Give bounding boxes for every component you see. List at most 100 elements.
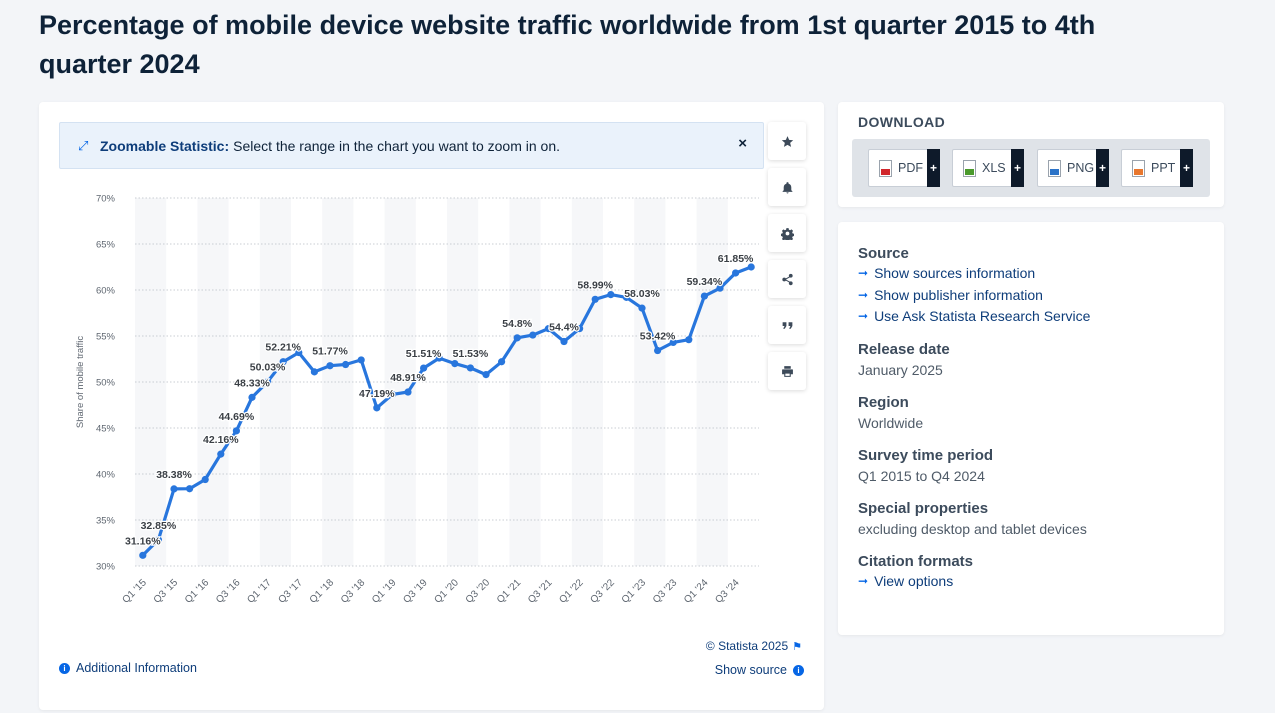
print-icon bbox=[781, 365, 793, 377]
additional-information-label: Additional Information bbox=[76, 661, 197, 675]
png-file-icon bbox=[1048, 159, 1061, 177]
data-label: 32.85% bbox=[141, 520, 177, 532]
research-service-link[interactable]: ➞ Use Ask Statista Research Service bbox=[858, 306, 1204, 328]
data-point bbox=[170, 485, 178, 493]
data-point bbox=[638, 304, 646, 312]
year-band bbox=[322, 198, 354, 566]
show-sources-link[interactable]: ➞ Show sources information bbox=[858, 263, 1204, 285]
cite-button[interactable] bbox=[768, 306, 806, 344]
plus-icon[interactable]: + bbox=[927, 149, 940, 187]
y-tick-label: 65% bbox=[96, 240, 116, 251]
data-point bbox=[529, 331, 537, 339]
data-point bbox=[357, 356, 365, 364]
x-tick-label: Q3 '17 bbox=[277, 577, 306, 606]
show-source-link[interactable]: Show source i bbox=[715, 663, 804, 677]
download-pdf-button[interactable]: PDF + bbox=[868, 149, 940, 187]
survey-period-value: Q1 2015 to Q4 2024 bbox=[858, 467, 985, 484]
source-heading: Source bbox=[858, 245, 909, 262]
chart-toolbar bbox=[768, 122, 806, 398]
citation-formats-heading: Citation formats bbox=[858, 552, 974, 570]
x-tick-label: Q1 '15 bbox=[121, 577, 150, 606]
ppt-file-icon bbox=[1132, 159, 1145, 177]
data-point bbox=[669, 338, 677, 347]
y-tick-label: 35% bbox=[96, 516, 116, 527]
x-tick-label: Q3 '22 bbox=[589, 577, 618, 606]
data-point bbox=[607, 291, 615, 299]
data-point bbox=[139, 551, 147, 559]
close-icon[interactable]: × bbox=[738, 135, 747, 152]
settings-button[interactable] bbox=[768, 214, 806, 252]
data-point bbox=[373, 404, 381, 412]
download-png-button[interactable]: PNG + bbox=[1037, 149, 1109, 187]
data-point bbox=[342, 360, 350, 369]
y-tick-label: 45% bbox=[96, 424, 116, 435]
zoom-banner: ⤢ Zoomable Statistic: Select the range i… bbox=[59, 122, 764, 169]
credit-text: © Statista 2025 bbox=[705, 639, 789, 653]
x-tick-label: Q1 '23 bbox=[620, 577, 649, 606]
x-tick-label: Q1 '19 bbox=[370, 577, 399, 606]
data-point bbox=[201, 475, 209, 484]
share-icon bbox=[781, 273, 793, 285]
print-button[interactable] bbox=[768, 352, 806, 390]
x-tick-label: Q1 '22 bbox=[557, 577, 586, 606]
data-point bbox=[482, 371, 490, 379]
xls-file-icon bbox=[963, 159, 976, 177]
flag-icon: ⚑ bbox=[792, 641, 802, 653]
data-point bbox=[622, 293, 631, 301]
share-button[interactable] bbox=[768, 260, 806, 298]
star-icon bbox=[781, 135, 793, 147]
line-chart[interactable]: 30% 35% 40% 45% 50% 55% 60% 65% 70% Share of mobi… bbox=[39, 102, 824, 622]
data-point bbox=[576, 325, 584, 333]
statistic-info-card: Source ➞ Show sources information ➞ Show p… bbox=[838, 222, 1224, 635]
data-label: 54.4% bbox=[549, 322, 579, 334]
data-point bbox=[435, 354, 443, 362]
plus-icon[interactable]: + bbox=[1180, 149, 1193, 187]
zoom-banner-text: Select the range in the chart you want t… bbox=[233, 137, 561, 154]
data-point bbox=[310, 368, 318, 376]
data-label: 54.8% bbox=[502, 318, 532, 330]
x-tick-label: Q3 '16 bbox=[214, 577, 243, 606]
data-point bbox=[279, 358, 287, 366]
data-label: 44.69% bbox=[219, 411, 255, 423]
plus-icon[interactable]: + bbox=[1096, 149, 1109, 187]
x-tick-label: Q3 '19 bbox=[401, 577, 430, 606]
data-label: 42.16% bbox=[203, 434, 239, 446]
special-properties-heading: Special properties bbox=[858, 499, 989, 517]
year-band bbox=[696, 198, 728, 566]
arrow-right-icon: ➞ bbox=[858, 287, 869, 302]
plus-icon[interactable]: + bbox=[1011, 149, 1024, 187]
x-tick-label: Q3 '23 bbox=[651, 577, 680, 606]
notification-button[interactable] bbox=[768, 168, 806, 206]
data-label: 47.19% bbox=[359, 388, 395, 400]
download-ppt-button[interactable]: PPT + bbox=[1121, 149, 1193, 187]
data-label: 53.42% bbox=[640, 331, 676, 343]
download-xls-button[interactable]: XLS + bbox=[952, 149, 1024, 187]
favorite-button[interactable] bbox=[768, 122, 806, 160]
data-label: 51.77% bbox=[312, 346, 348, 358]
arrow-right-icon: ➞ bbox=[858, 573, 869, 588]
chart-card: 30% 35% 40% 45% 50% 55% 60% 65% 70% Share of mobi… bbox=[39, 102, 824, 710]
info-icon: i bbox=[59, 662, 70, 674]
view-options-link[interactable]: ➞ View options bbox=[858, 571, 1204, 593]
page-title: Percentage of mobile device website traf… bbox=[39, 10, 1096, 79]
data-label: 58.03% bbox=[624, 288, 660, 300]
data-label: 51.53% bbox=[453, 348, 489, 360]
show-sources-label: Show sources information bbox=[874, 265, 1036, 281]
x-tick-label: Q1 '21 bbox=[495, 577, 524, 606]
release-date-value: January 2025 bbox=[858, 361, 943, 378]
download-card: DOWNLOAD PDF + XLS + PNG + PPT + bbox=[838, 102, 1224, 207]
data-point bbox=[513, 334, 521, 342]
download-bar: PDF + XLS + PNG + PPT + bbox=[852, 139, 1210, 197]
download-png-label: PNG bbox=[1067, 161, 1095, 175]
view-options-label: View options bbox=[874, 572, 954, 589]
data-point bbox=[466, 364, 474, 372]
data-label: 59.34% bbox=[687, 276, 723, 288]
additional-information-link[interactable]: i Additional Information bbox=[59, 661, 197, 675]
show-publisher-link[interactable]: ➞ Show publisher information bbox=[858, 285, 1204, 307]
statista-credit[interactable]: © Statista 2025 ⚑ bbox=[706, 639, 802, 653]
download-pdf-label: PDF bbox=[898, 161, 923, 175]
data-point bbox=[451, 360, 459, 368]
y-tick-label: 60% bbox=[96, 286, 116, 297]
data-point bbox=[498, 358, 506, 366]
data-point bbox=[326, 362, 334, 370]
